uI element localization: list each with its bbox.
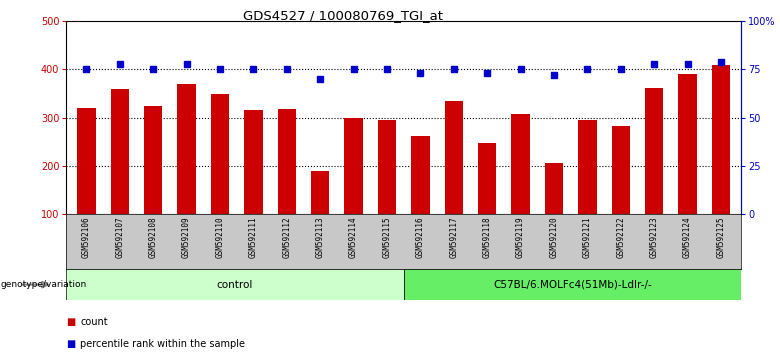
Text: ■: ■ [66, 318, 76, 327]
Text: GSM592109: GSM592109 [182, 216, 191, 258]
Bar [211, 93, 229, 214]
Text: GSM592115: GSM592115 [382, 216, 392, 258]
Bar [344, 118, 363, 214]
Bar [612, 126, 630, 214]
Text: GSM592125: GSM592125 [717, 216, 725, 258]
Bar [544, 162, 563, 214]
Text: GSM592114: GSM592114 [349, 216, 358, 258]
Text: GSM592111: GSM592111 [249, 216, 258, 258]
Text: percentile rank within the sample: percentile rank within the sample [80, 339, 246, 349]
Bar [578, 120, 597, 214]
Text: GSM592108: GSM592108 [149, 216, 158, 258]
Bar [66, 269, 404, 300]
Text: GSM592107: GSM592107 [115, 216, 124, 258]
Text: GSM592118: GSM592118 [483, 216, 491, 258]
Bar [478, 143, 496, 214]
Bar [712, 65, 730, 214]
Text: count: count [80, 318, 108, 327]
Text: GDS4527 / 100080769_TGI_at: GDS4527 / 100080769_TGI_at [243, 9, 443, 22]
Bar [378, 120, 396, 214]
Bar [177, 84, 196, 214]
Bar [77, 108, 95, 214]
Text: GSM592117: GSM592117 [449, 216, 459, 258]
Text: GSM592119: GSM592119 [516, 216, 525, 258]
Bar [111, 89, 129, 214]
Bar [411, 136, 430, 214]
Bar [445, 101, 463, 214]
Text: GSM592120: GSM592120 [549, 216, 558, 258]
Bar [404, 269, 741, 300]
Text: ■: ■ [66, 339, 76, 349]
Text: GSM592110: GSM592110 [215, 216, 225, 258]
Bar [244, 110, 263, 214]
Bar [144, 105, 162, 214]
Text: GSM592121: GSM592121 [583, 216, 592, 258]
Text: GSM592122: GSM592122 [616, 216, 626, 258]
Text: GSM592124: GSM592124 [683, 216, 692, 258]
Text: GSM592116: GSM592116 [416, 216, 425, 258]
Text: C57BL/6.MOLFc4(51Mb)-Ldlr-/-: C57BL/6.MOLFc4(51Mb)-Ldlr-/- [493, 280, 652, 290]
Bar [679, 74, 697, 214]
Bar [278, 109, 296, 214]
Text: GSM592123: GSM592123 [650, 216, 658, 258]
Bar [512, 114, 530, 214]
Text: GSM592106: GSM592106 [82, 216, 90, 258]
Text: GSM592113: GSM592113 [316, 216, 324, 258]
Bar [311, 171, 329, 214]
Text: GSM592112: GSM592112 [282, 216, 291, 258]
Text: genotype/variation: genotype/variation [1, 280, 87, 289]
Bar [645, 88, 663, 214]
Text: control: control [217, 280, 254, 290]
